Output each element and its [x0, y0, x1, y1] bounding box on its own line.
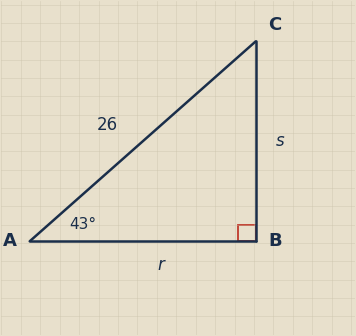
Text: 43°: 43° — [69, 217, 96, 232]
Bar — [238, 225, 256, 241]
Text: s: s — [276, 132, 285, 150]
Text: r: r — [157, 256, 164, 274]
Text: 26: 26 — [97, 116, 118, 134]
Text: C: C — [268, 16, 282, 34]
Text: A: A — [3, 232, 17, 250]
Text: B: B — [268, 232, 282, 250]
